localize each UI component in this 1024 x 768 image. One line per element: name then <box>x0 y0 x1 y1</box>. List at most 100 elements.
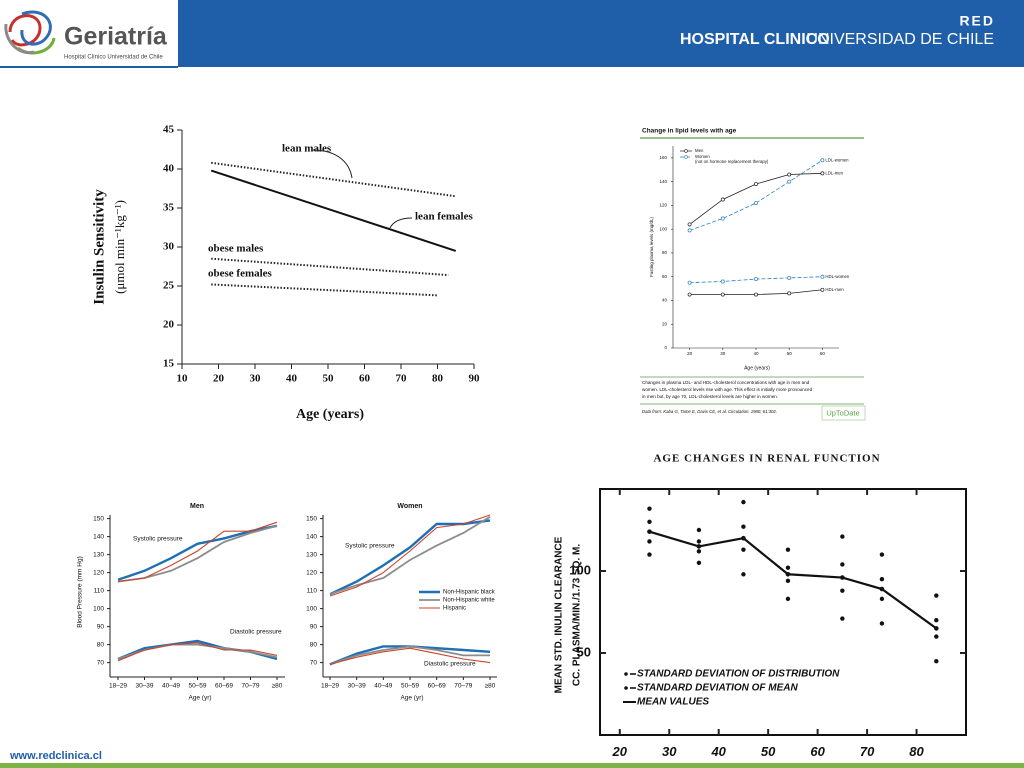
logo-stroke <box>4 23 35 55</box>
mean-point <box>741 535 746 541</box>
source: Data from: Kaba G, Tame E, Davis CE, et … <box>642 409 777 414</box>
sd-mean-dot <box>647 519 652 524</box>
point <box>720 279 725 284</box>
y-tick-label: 80 <box>662 250 668 255</box>
sd-mean-dot <box>696 539 702 544</box>
point <box>787 275 792 280</box>
legend-label: MEAN VALUES <box>637 697 709 708</box>
legend-label: Women <box>695 154 710 159</box>
point <box>687 280 692 285</box>
sd-mean-dot <box>647 539 652 544</box>
point <box>720 216 725 221</box>
mean-point <box>879 586 885 592</box>
point <box>820 274 825 279</box>
x-tick-label: 10 <box>177 372 189 384</box>
sd-mean-dot <box>785 565 791 570</box>
series-label: obese females <box>208 268 273 280</box>
y-tick-label: 150 <box>306 515 317 522</box>
y-tick-label: 20 <box>163 319 175 331</box>
y-axis-title: Fasting plasma levels (mg/dL) <box>649 216 654 277</box>
sd-mean-dot <box>840 588 845 593</box>
sd-mean-dot <box>785 578 791 584</box>
chart-title: Change in lipid levels with age <box>642 128 737 135</box>
x-tick-label: 30–39 <box>135 683 153 690</box>
x-tick-label: 50 <box>787 351 793 356</box>
point <box>754 201 758 205</box>
sd-distribution-dot <box>696 560 702 565</box>
chart-title: Men <box>190 503 204 510</box>
x-tick-label: 70–79 <box>241 683 259 690</box>
sd-mean-dot <box>696 549 702 554</box>
x-tick-label: 18–29 <box>109 683 127 690</box>
sd-distribution-dot <box>879 552 885 557</box>
sd-distribution-dot <box>741 499 746 505</box>
series-line <box>211 257 449 277</box>
logo-stroke <box>8 14 42 47</box>
point <box>720 292 725 297</box>
y-tick-label: 100 <box>659 226 667 231</box>
y-axis-title: Blood Pressure (mm Hg) <box>77 556 84 628</box>
footer-url: www.redclinica.cl <box>9 750 102 762</box>
sd-mean-dot <box>840 562 845 567</box>
y-tick-label: 50 <box>577 644 591 659</box>
chart: 0 20 40 60 80 100 120 140 160 20 30 40 50 60 Change in… <box>640 128 866 421</box>
y-tick-label: 60 <box>662 274 668 279</box>
y-tick-label: 140 <box>306 533 317 540</box>
mean-point <box>785 571 791 577</box>
annotation: Diastolic pressure <box>424 661 476 668</box>
y-tick-label: 90 <box>97 623 105 630</box>
sd-mean-dot <box>934 618 939 623</box>
hospital-name: UNIVERSIDAD DE CHILE <box>806 31 994 48</box>
sd-distribution-dot <box>741 572 746 577</box>
x-axis-title: Age (years) <box>296 407 364 422</box>
y-tick-label: 100 <box>306 605 317 612</box>
x-tick-label: 40 <box>710 744 726 759</box>
series-line <box>210 169 457 252</box>
legend-label: STANDARD DEVIATION OF DISTRIBUTION <box>637 669 840 680</box>
sd-distribution-dot <box>785 547 791 552</box>
sd-mean-dot <box>879 577 885 582</box>
sd-mean-dot <box>741 524 746 529</box>
x-tick-label: 70 <box>396 372 408 384</box>
y-tick-label: 120 <box>93 569 104 576</box>
legend-label: STANDARD DEVIATION OF MEAN <box>637 683 799 694</box>
point <box>820 287 825 292</box>
chart: 70 80 90 100 110 120 130 140 150 18–29 30–39 40–49 5… <box>306 503 497 702</box>
sd-distribution-dot <box>647 552 652 557</box>
x-tick-label: 40–49 <box>374 683 392 690</box>
y-tick-label: 40 <box>662 298 668 303</box>
y-tick-label: 110 <box>307 587 318 594</box>
logo-title: Geriatría <box>64 23 168 51</box>
legend-note: (not on hormone replacement therapy) <box>695 159 769 164</box>
x-tick-label: 30–39 <box>348 683 366 690</box>
leader-line <box>311 149 353 179</box>
x-tick-label: 60 <box>820 351 826 356</box>
x-tick-label: 30 <box>250 372 262 384</box>
header-rule <box>0 66 178 68</box>
x-tick-label: 60 <box>359 372 371 384</box>
x-tick-label: 18–29 <box>321 683 339 690</box>
legend-marker <box>624 686 628 690</box>
legend-marker <box>684 149 688 153</box>
sd-mean-dot <box>879 596 885 602</box>
annotation: Systolic pressure <box>133 536 183 543</box>
series-label: lean females <box>415 211 473 223</box>
x-tick-label: 70–79 <box>454 683 472 690</box>
point <box>687 292 692 297</box>
x-tick-label: 80 <box>909 744 924 759</box>
legend-label: Non-Hispanic white <box>443 598 495 604</box>
logo-stroke <box>20 10 52 46</box>
series-line <box>329 645 490 666</box>
y-tick-label: 80 <box>97 641 105 648</box>
y-tick-label: 110 <box>94 587 105 594</box>
legend-marker <box>624 672 628 676</box>
point <box>787 291 792 296</box>
point <box>787 172 792 177</box>
y-tick-label: 100 <box>569 562 591 577</box>
sd-distribution-dot <box>934 659 939 664</box>
series-line <box>329 516 491 596</box>
y-tick-label: 80 <box>310 641 318 648</box>
hospital-name-bold: HOSPITAL CLINICO <box>680 31 830 48</box>
